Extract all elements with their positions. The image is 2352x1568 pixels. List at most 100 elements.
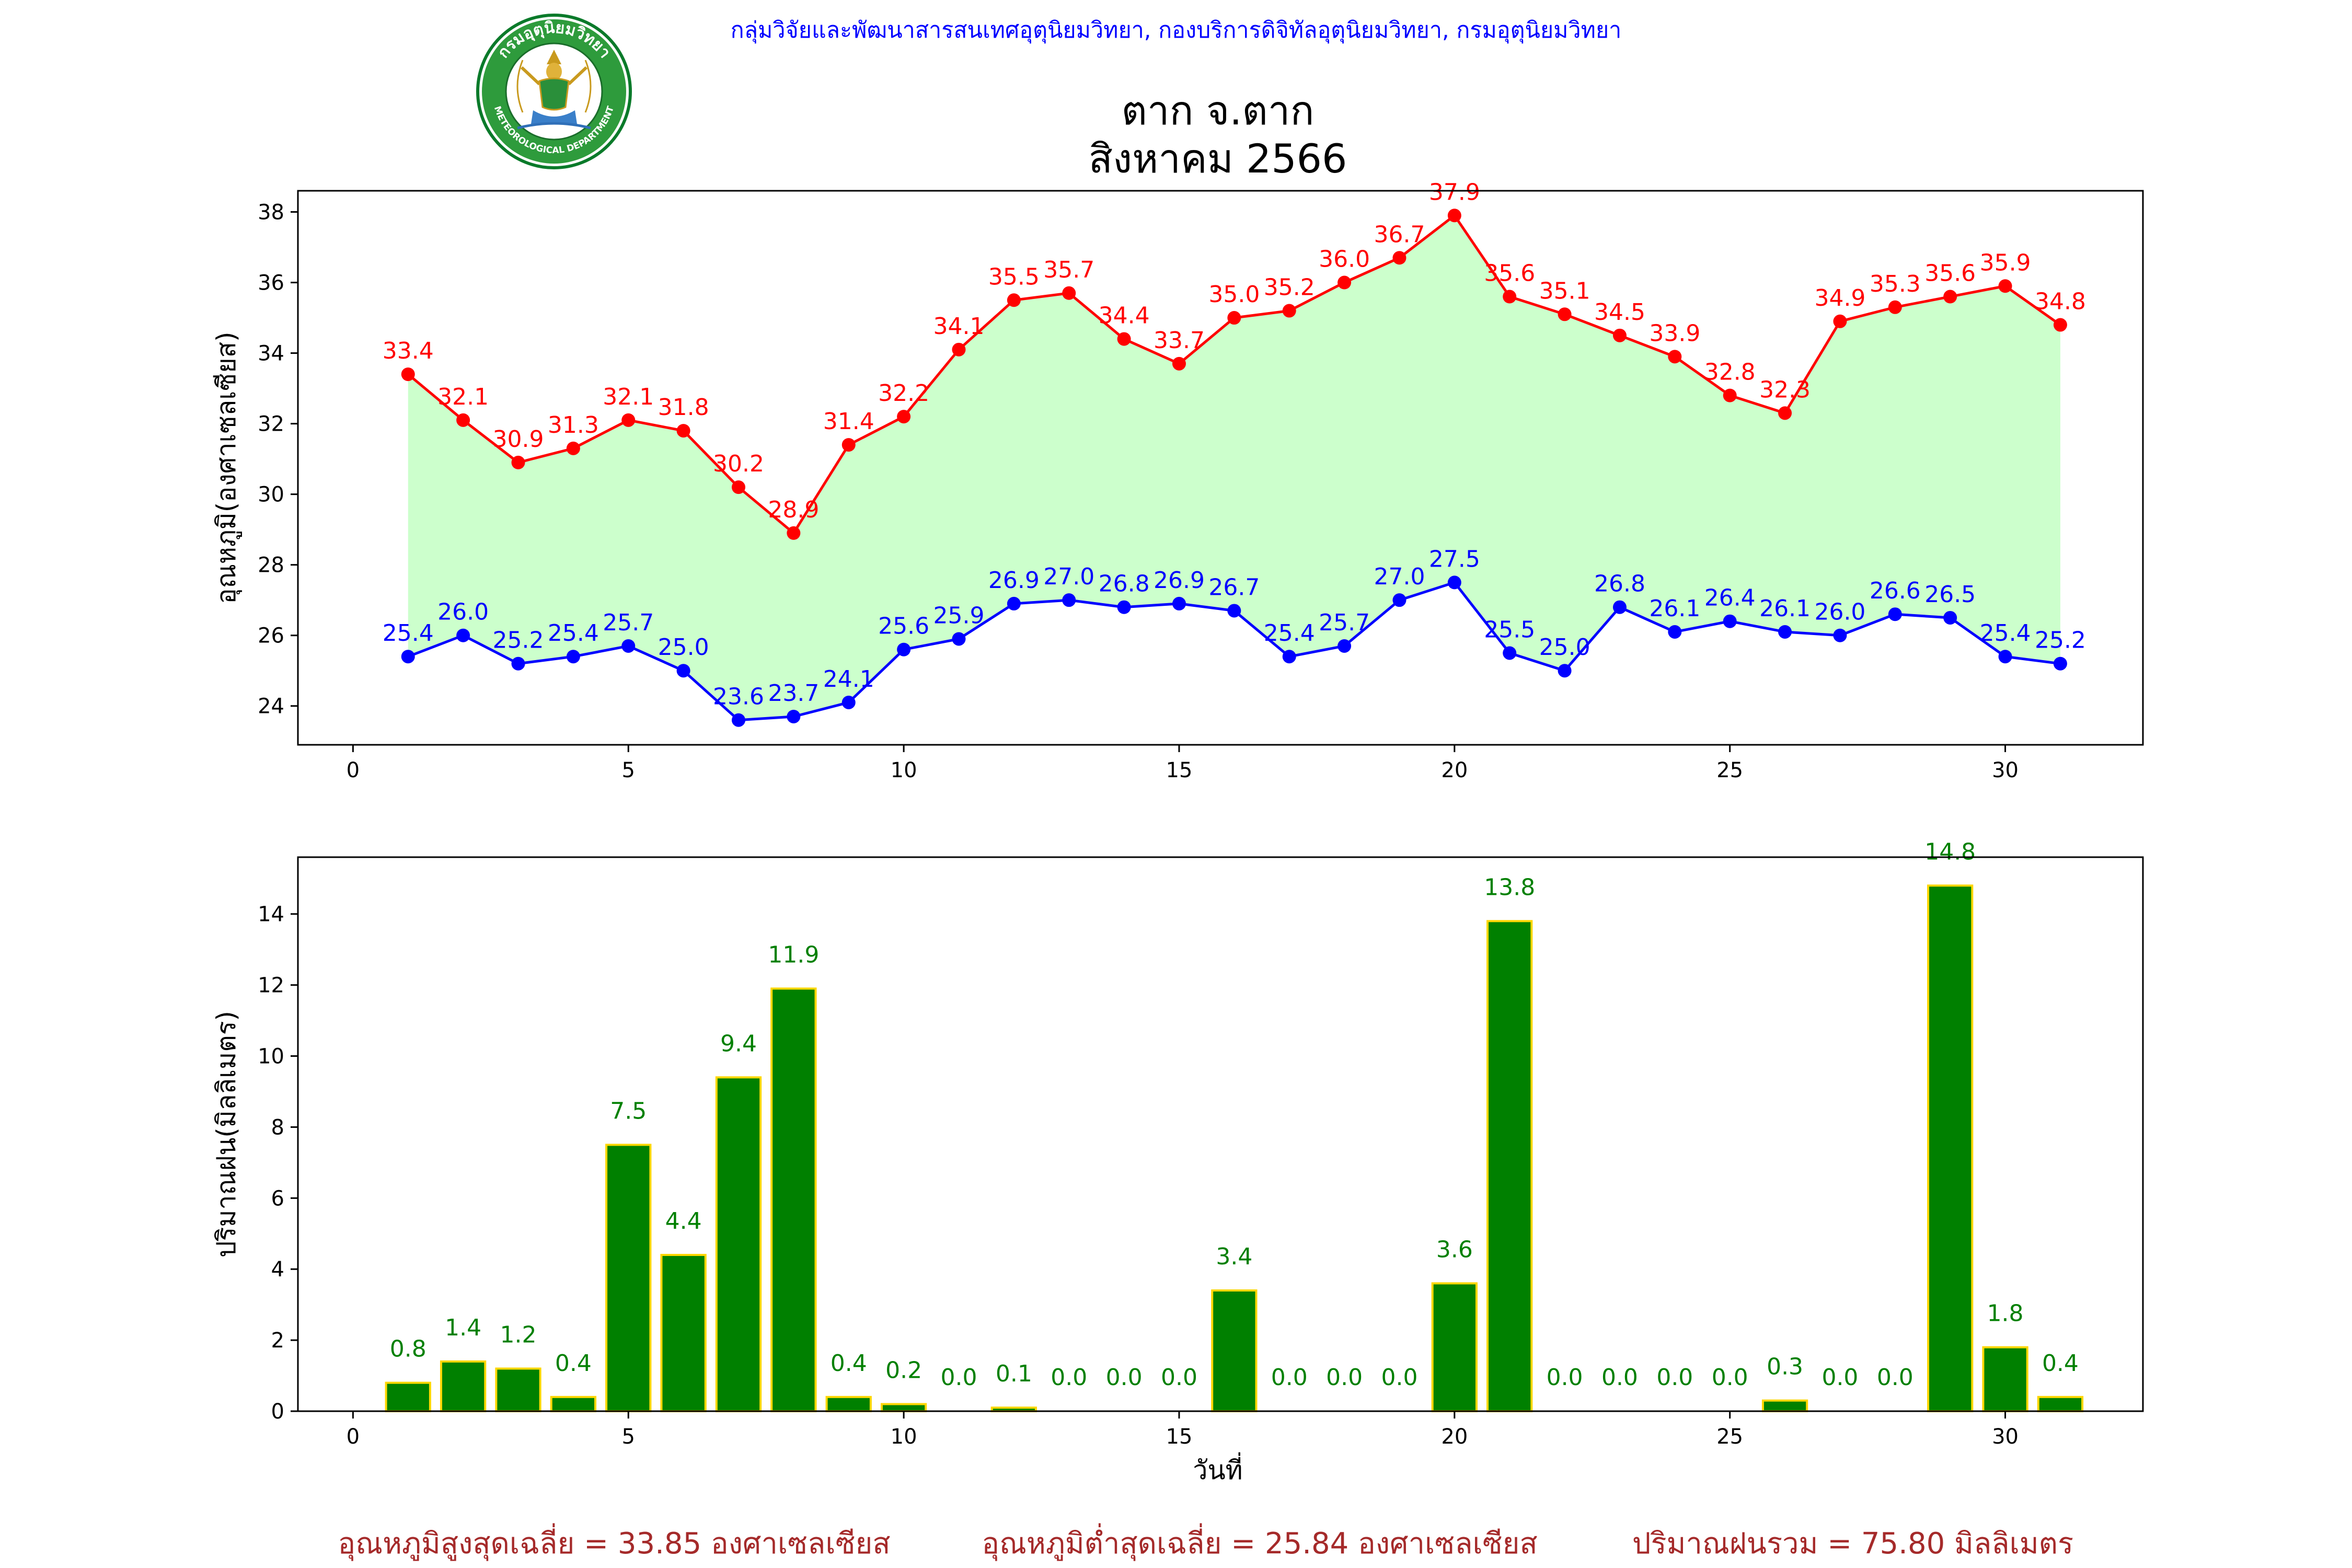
min-temperature-label: 25.9 bbox=[933, 602, 984, 629]
rainfall-label: 0.0 bbox=[1821, 1364, 1858, 1391]
max-temperature-point bbox=[401, 367, 415, 382]
max-temperature-label: 35.6 bbox=[1484, 260, 1535, 287]
fill-between-polygon bbox=[408, 215, 2060, 720]
max-temperature-label: 31.3 bbox=[548, 412, 599, 439]
min-temperature-point bbox=[676, 664, 690, 678]
rainfall-label: 0.1 bbox=[996, 1361, 1032, 1387]
max-temperature-label: 31.8 bbox=[658, 394, 709, 421]
temperature-y-tick-label: 34 bbox=[258, 342, 284, 366]
rainfall-x-tick-label: 15 bbox=[1166, 1425, 1193, 1449]
rainfall-bar bbox=[825, 1396, 872, 1413]
rainfall-y-axis-label: ปริมาณฝน(มิลลิเมตร) bbox=[211, 1011, 241, 1258]
rainfall-label: 0.0 bbox=[1877, 1364, 1913, 1391]
min-temperature-point bbox=[511, 656, 525, 671]
max-temperature-label: 34.9 bbox=[1814, 285, 1865, 312]
min-temperature-label: 25.4 bbox=[383, 620, 434, 647]
rainfall-label: 0.0 bbox=[1161, 1364, 1197, 1391]
rainfall-label: 0.4 bbox=[831, 1350, 867, 1377]
rainfall-label: 0.0 bbox=[1271, 1364, 1308, 1391]
max-temperature-label: 35.6 bbox=[1924, 260, 1976, 287]
max-temperature-label: 37.9 bbox=[1429, 179, 1480, 205]
rainfall-y-axis: 0 2 4 6 8 10 12 14 bbox=[258, 903, 298, 1424]
min-temperature-label: 25.4 bbox=[1264, 620, 1315, 647]
max-temperature-label: 34.8 bbox=[2035, 289, 2086, 315]
rainfall-x-tick-label: 25 bbox=[1716, 1425, 1743, 1449]
max-temperature-label: 28.9 bbox=[768, 497, 819, 523]
max-temperature-label: 34.5 bbox=[1594, 299, 1645, 326]
rainfall-bar bbox=[1486, 920, 1533, 1413]
min-temperature-label: 26.9 bbox=[1154, 567, 1205, 594]
min-temperature-label: 25.5 bbox=[1484, 616, 1535, 643]
min-temperature-point bbox=[621, 639, 636, 653]
min-temperature-point bbox=[787, 709, 801, 723]
temperature-x-tick-label: 0 bbox=[347, 758, 360, 782]
rainfall-chart: 0.8 1.4 1.2 0.4 7.5 4.4 9.4 11.9 0.4 0.2 0.0 0.1 0.0… bbox=[211, 838, 2144, 1485]
max-temperature-point bbox=[1558, 307, 1572, 321]
rainfall-label: 13.8 bbox=[1484, 874, 1535, 901]
max-temperature-point bbox=[1338, 275, 1352, 290]
rainfall-label: 0.0 bbox=[1656, 1364, 1693, 1391]
max-temperature-point bbox=[787, 526, 801, 540]
rainfall-label: 0.0 bbox=[940, 1364, 977, 1391]
temperature-data-labels: 33.432.130.931.332.1 31.830.228.931.432.2… bbox=[383, 179, 2086, 710]
temperature-x-tick-label: 25 bbox=[1716, 758, 1743, 782]
max-temperature-point bbox=[1612, 328, 1627, 342]
max-temperature-label: 35.9 bbox=[1980, 249, 2031, 276]
max-temperature-label: 36.0 bbox=[1319, 246, 1370, 273]
max-temperature-label: 32.1 bbox=[437, 384, 489, 410]
chart-title-month: สิงหาคม 2566 bbox=[1089, 135, 1347, 182]
rainfall-label: 11.9 bbox=[768, 941, 819, 968]
chart-title-station: ตาก จ.ตาก bbox=[1122, 87, 1315, 134]
max-temperature-label: 34.1 bbox=[933, 313, 984, 340]
min-temperature-point bbox=[456, 628, 470, 642]
temperature-chart: 33.432.130.931.332.1 31.830.228.931.432.2… bbox=[211, 179, 2144, 782]
summary-avg-max: อุณหภูมิสูงสุดเฉลี่ย = 33.85 องศาเซลเซีย… bbox=[338, 1523, 890, 1561]
rainfall-y-tick-label: 14 bbox=[258, 903, 284, 927]
max-temperature-point bbox=[1778, 406, 1792, 420]
min-temperature-point bbox=[1943, 610, 1957, 625]
rainfall-label: 3.4 bbox=[1216, 1243, 1252, 1270]
rainfall-x-tick-label: 5 bbox=[622, 1425, 635, 1449]
max-temperature-label: 35.0 bbox=[1208, 281, 1260, 308]
min-temperature-point bbox=[1558, 664, 1572, 678]
max-temperature-label: 32.1 bbox=[603, 384, 654, 410]
max-temperature-point bbox=[1503, 290, 1517, 304]
rainfall-label: 0.4 bbox=[2042, 1350, 2079, 1377]
rainfall-label: 0.0 bbox=[1381, 1364, 1417, 1391]
min-temperature-label: 26.8 bbox=[1099, 571, 1150, 597]
rainfall-bar bbox=[440, 1360, 487, 1413]
max-temperature-point bbox=[1392, 251, 1406, 265]
rainfall-bar bbox=[715, 1076, 762, 1412]
max-temperature-point bbox=[841, 438, 856, 452]
rainfall-label: 0.2 bbox=[885, 1357, 922, 1383]
rainfall-y-tick-label: 4 bbox=[271, 1258, 284, 1282]
rainfall-y-tick-label: 12 bbox=[258, 974, 284, 998]
rainfall-bar bbox=[880, 1403, 927, 1412]
min-temperature-point bbox=[731, 713, 745, 727]
rainfall-label: 9.4 bbox=[720, 1030, 757, 1057]
min-temperature-label: 25.7 bbox=[603, 609, 654, 636]
max-temperature-label: 35.1 bbox=[1539, 278, 1590, 304]
max-temperature-label: 33.4 bbox=[383, 338, 434, 364]
min-temperature-label: 25.6 bbox=[878, 613, 929, 640]
max-temperature-label: 34.4 bbox=[1099, 303, 1150, 329]
min-temperature-point bbox=[1227, 604, 1241, 618]
min-temperature-label: 25.0 bbox=[1539, 634, 1590, 661]
max-temperature-point bbox=[1833, 314, 1847, 328]
rainfall-label: 0.0 bbox=[1547, 1364, 1583, 1391]
min-temperature-point bbox=[1338, 639, 1352, 653]
temperature-y-axis: 24 26 28 30 32 34 36 38 bbox=[258, 201, 298, 719]
min-temperature-point bbox=[1392, 593, 1406, 607]
rainfall-label: 14.8 bbox=[1924, 838, 1976, 865]
temperature-x-tick-label: 30 bbox=[1992, 758, 2019, 782]
rainfall-y-tick-label: 0 bbox=[271, 1400, 284, 1424]
min-temperature-point bbox=[401, 650, 415, 664]
max-temperature-point bbox=[1282, 304, 1296, 318]
min-temperature-label: 24.1 bbox=[823, 666, 874, 693]
temperature-y-axis-label: อุณหภูมิ(องศาเซลเซียส) bbox=[211, 331, 242, 604]
rainfall-bar bbox=[660, 1254, 707, 1412]
max-temperature-label: 35.7 bbox=[1043, 257, 1094, 283]
rainfall-bar bbox=[1927, 884, 1974, 1413]
max-temperature-point bbox=[1227, 311, 1241, 325]
max-temperature-point bbox=[897, 410, 911, 424]
